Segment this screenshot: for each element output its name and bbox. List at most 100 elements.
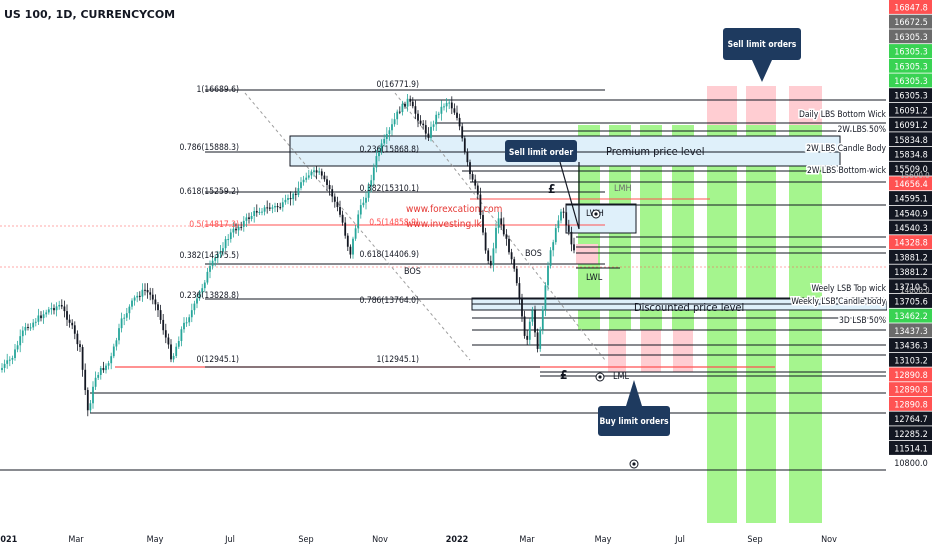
- candle-body: [453, 108, 456, 113]
- price-label: 16305.3: [894, 92, 927, 102]
- candle-body: [27, 326, 29, 328]
- candle-body: [422, 123, 425, 126]
- price-label: 12890.8: [894, 386, 927, 396]
- price-label-bg: [889, 132, 932, 147]
- callout-text: Sell limit order: [509, 148, 573, 158]
- candle-body: [79, 344, 81, 348]
- candle-body: [92, 386, 94, 404]
- candle-body: [380, 143, 383, 151]
- candle-body: [45, 312, 48, 315]
- candle-body: [430, 126, 432, 138]
- candle-body: [495, 227, 497, 249]
- candle-body: [300, 182, 302, 189]
- candle-body: [222, 248, 224, 252]
- candle-body: [245, 217, 248, 221]
- candle-body: [445, 102, 448, 107]
- price-label-bg: [889, 382, 932, 397]
- candle-body: [16, 345, 19, 350]
- candle-body: [352, 238, 354, 255]
- candle-body: [60, 305, 63, 307]
- candle-body: [8, 359, 11, 361]
- candle-body: [328, 184, 331, 190]
- candle-body: [370, 180, 373, 187]
- price-label: 12764.7: [894, 415, 927, 425]
- price-label-bg: [889, 235, 932, 250]
- candle-body: [193, 303, 196, 311]
- fib-label-left: 0.786(15888.3): [180, 143, 239, 153]
- fib-label-left: 1(16689.6): [197, 85, 239, 95]
- price-label-bg: [889, 426, 932, 441]
- fib-label-right: 1(12945.1): [377, 355, 419, 365]
- candle-body: [209, 266, 211, 272]
- callout-box: [598, 406, 670, 436]
- price-label: 15509.0: [894, 165, 927, 175]
- candle-body: [232, 228, 235, 233]
- callout-box: [723, 28, 801, 60]
- candle-body: [112, 346, 115, 357]
- price-label: 14656.4: [894, 180, 927, 190]
- candle-body: [63, 306, 66, 312]
- candle-body: [271, 207, 274, 209]
- callout-text: Sell limit orders: [728, 40, 797, 50]
- candle-body: [242, 220, 245, 227]
- candle-body: [573, 244, 575, 251]
- candle-body: [138, 295, 141, 297]
- candle-body: [76, 333, 79, 345]
- candle-body: [344, 222, 347, 236]
- level-label: 2W LBS Candle Body: [806, 144, 886, 154]
- time-tick: Jul: [224, 535, 235, 545]
- candle-body: [406, 98, 409, 107]
- candle-body: [24, 326, 27, 331]
- candle-body: [214, 257, 217, 261]
- levels-layer: [0, 89, 886, 471]
- candle-body: [367, 186, 370, 198]
- candle-body: [333, 196, 336, 202]
- candle-body: [544, 285, 547, 310]
- price-label-bg: [889, 249, 932, 264]
- candle-body: [557, 220, 560, 229]
- candle-body: [508, 238, 510, 253]
- price-label: 14328.8: [894, 239, 927, 249]
- candle-body: [393, 119, 396, 125]
- candle-body: [123, 317, 126, 319]
- candle-body: [385, 134, 388, 140]
- price-label-bg: [889, 323, 932, 338]
- fib-label-left: 0.236(13828.8): [180, 291, 239, 301]
- eye-icon: [632, 462, 636, 466]
- level-label: 2W LBS Bottom wick: [807, 166, 887, 176]
- candle-body: [50, 308, 53, 310]
- candle-body: [68, 319, 71, 323]
- candle-body: [456, 112, 458, 118]
- fib-label-left: 0.618(15259.2): [180, 187, 239, 197]
- level-label: Weekly LSB Candle body: [791, 297, 886, 307]
- candle-body: [21, 330, 24, 337]
- candle-body: [141, 289, 144, 297]
- candle-body: [463, 138, 466, 152]
- candle-body: [487, 250, 490, 261]
- price-label: 14540.9: [894, 209, 927, 219]
- candle-body: [227, 239, 230, 241]
- buy-zone: [746, 125, 776, 523]
- price-label: 16672.5: [894, 18, 927, 28]
- candle-body: [554, 228, 557, 243]
- candle-body: [149, 292, 152, 295]
- candle-body: [513, 259, 516, 269]
- candle-body: [34, 321, 37, 323]
- candle-body: [297, 188, 300, 195]
- candle-body: [167, 337, 170, 345]
- level-label: Weely LSB Top wick: [811, 284, 886, 294]
- fib-label-right: 0.618(14406.9): [360, 250, 419, 260]
- candle-body: [534, 310, 536, 333]
- candle-body: [484, 232, 487, 251]
- price-label-bg: [889, 205, 932, 220]
- price-label-bg: [889, 88, 932, 103]
- candle-body: [476, 185, 479, 195]
- candle-body: [549, 250, 552, 266]
- price-label-bg: [889, 0, 932, 14]
- time-tick: May: [595, 535, 612, 545]
- candle-body: [391, 124, 393, 131]
- price-label: 12890.8: [894, 400, 927, 410]
- candle-body: [110, 356, 113, 364]
- candle-body: [531, 310, 534, 322]
